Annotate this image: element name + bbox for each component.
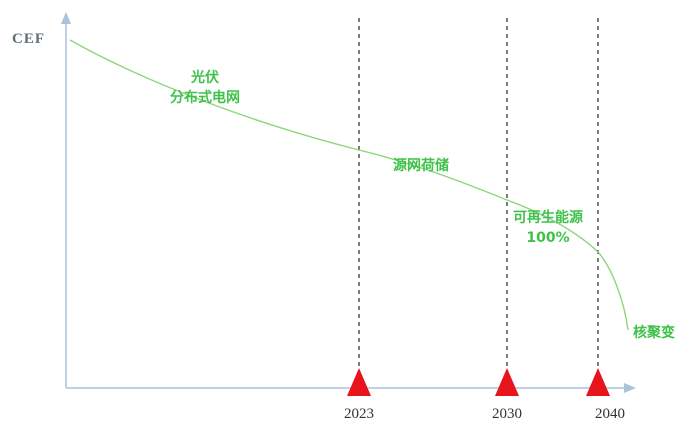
stage-label-solar-line1: 光伏 <box>191 70 219 86</box>
stage-label-fusion-line1: 核聚变 <box>633 325 675 341</box>
stage-label-renewable-line2: 100% <box>526 230 570 246</box>
cef-curve <box>69 39 629 331</box>
x-axis-arrow <box>624 383 636 393</box>
marker-2023 <box>347 368 371 396</box>
stage-label-source-grid-load-storage: 源网荷储 <box>376 156 466 176</box>
marker-2040 <box>586 368 610 396</box>
year-label-2030: 2030 <box>492 406 522 422</box>
y-axis-label: CEF <box>12 31 45 47</box>
stage-label-renewable-line1: 可再生能源 <box>513 210 583 226</box>
stage-label-fusion: 核聚变 <box>622 323 686 343</box>
stage-label-renewable: 可再生能源 100% <box>493 208 603 248</box>
y-axis-arrow <box>61 12 71 24</box>
year-label-2040: 2040 <box>595 406 625 422</box>
stage-label-solar-line2: 分布式电网 <box>170 90 240 106</box>
marker-2030 <box>495 368 519 396</box>
year-label-2023: 2023 <box>344 406 374 422</box>
stage-label-sglstorage-line1: 源网荷储 <box>393 158 449 174</box>
stage-label-solar: 光伏 分布式电网 <box>150 68 260 108</box>
